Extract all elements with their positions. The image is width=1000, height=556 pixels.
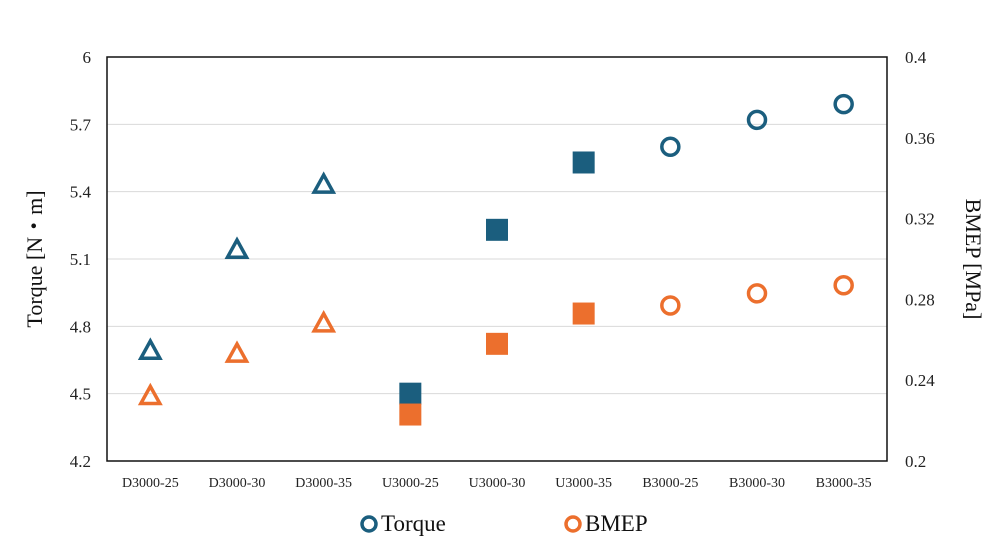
- category-label: U3000-25: [382, 476, 439, 491]
- category-label: B3000-35: [816, 476, 872, 491]
- right-tick-label: 0.4: [905, 48, 927, 67]
- bmep-point: [660, 295, 681, 316]
- category-label: U3000-30: [469, 476, 526, 491]
- category-label: B3000-25: [642, 476, 698, 491]
- category-label: D3000-35: [295, 476, 352, 491]
- category-label: D3000-30: [209, 476, 266, 491]
- bmep-point: [137, 382, 163, 406]
- left-tick-label: 5.7: [70, 115, 92, 134]
- bmep-point: [572, 302, 595, 325]
- right-tick-label: 0.36: [905, 129, 935, 148]
- torque-point: [660, 136, 681, 158]
- right-tick-label: 0.24: [905, 371, 935, 390]
- left-axis-ticks: 4.2 4.5 4.8 5.1 5.4 5.7 6: [70, 48, 92, 471]
- left-tick-label: 5.1: [70, 250, 91, 269]
- category-label: B3000-30: [729, 476, 785, 491]
- torque-point: [311, 171, 337, 194]
- gridlines: [107, 123, 887, 395]
- bmep-point: [399, 403, 422, 426]
- left-tick-label: 4.5: [70, 385, 91, 404]
- legend: Torque BMEP: [360, 511, 648, 536]
- torque-point: [399, 382, 422, 405]
- right-tick-label: 0.28: [905, 290, 935, 309]
- torque-legend-label: Torque: [381, 511, 446, 536]
- bmep-point: [486, 332, 508, 355]
- category-label: U3000-35: [555, 476, 612, 491]
- left-tick-label: 5.4: [70, 183, 92, 202]
- left-axis-title: Torque [N・m]: [22, 190, 47, 327]
- right-tick-label: 0.32: [905, 210, 935, 229]
- bmep-point: [224, 340, 250, 363]
- data-points: [137, 93, 854, 426]
- bmep-point: [833, 275, 854, 296]
- left-tick-label: 4.8: [70, 317, 91, 336]
- plot-frame: [106, 56, 888, 462]
- category-labels: D3000-25 D3000-30 D3000-35 U3000-25 U3000-30…: [122, 476, 872, 491]
- left-tick-label: 6: [83, 48, 92, 67]
- torque-legend-marker: [360, 515, 378, 533]
- left-tick-label: 4.2: [70, 452, 91, 471]
- bmep-legend-label: BMEP: [585, 511, 648, 536]
- right-axis-ticks: 0.2 0.24 0.28 0.32 0.36 0.4: [905, 48, 935, 471]
- category-label: D3000-25: [122, 476, 179, 491]
- torque-point: [137, 337, 163, 360]
- bmep-legend-marker: [564, 515, 582, 533]
- torque-point: [486, 218, 508, 241]
- torque-point: [746, 109, 768, 131]
- torque-point: [833, 93, 854, 115]
- right-axis-title: BMEP [MPa]: [961, 199, 986, 320]
- bmep-point: [311, 310, 337, 333]
- torque-point: [224, 236, 250, 259]
- right-tick-label: 0.2: [905, 452, 926, 471]
- bmep-point: [746, 283, 768, 304]
- torque-point: [572, 151, 595, 174]
